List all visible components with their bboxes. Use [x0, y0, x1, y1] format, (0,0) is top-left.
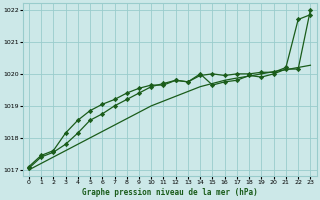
X-axis label: Graphe pression niveau de la mer (hPa): Graphe pression niveau de la mer (hPa) [82, 188, 258, 197]
